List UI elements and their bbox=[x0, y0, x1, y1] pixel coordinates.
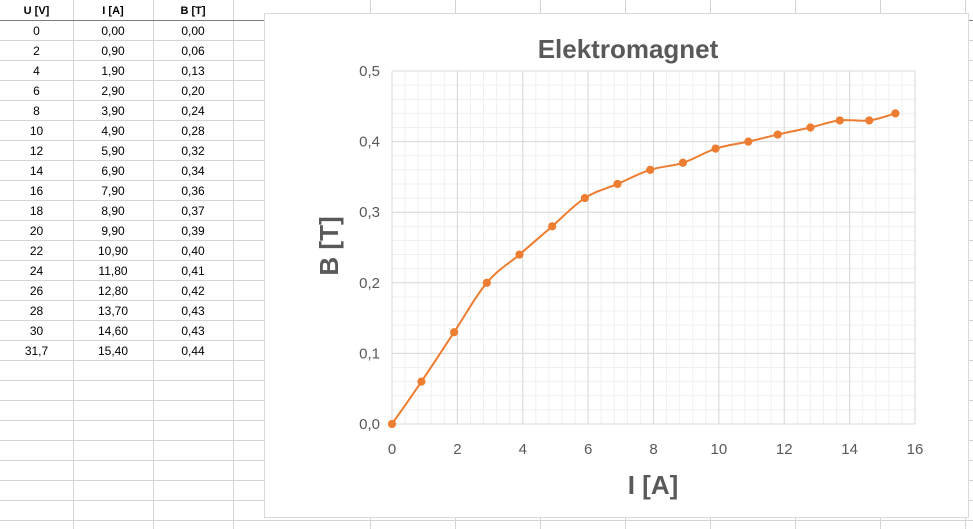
data-point bbox=[613, 179, 622, 189]
cell-b[interactable]: 0,39 bbox=[181, 224, 205, 238]
column-header-u[interactable]: U [V] bbox=[23, 5, 50, 17]
cell-b[interactable]: 0,43 bbox=[181, 324, 205, 338]
chart-title: Elektromagnet bbox=[538, 34, 719, 64]
data-point bbox=[711, 144, 720, 153]
data-point bbox=[482, 278, 491, 287]
cell-b[interactable]: 0,28 bbox=[181, 124, 205, 138]
data-point bbox=[580, 193, 589, 203]
cell-b[interactable]: 0,24 bbox=[181, 104, 205, 118]
cell-u[interactable]: 10 bbox=[29, 124, 44, 138]
cell-i[interactable]: 6,90 bbox=[101, 164, 125, 178]
cell-b[interactable]: 0,00 bbox=[181, 24, 205, 38]
y-tick-label: 0,3 bbox=[359, 204, 380, 221]
data-point bbox=[450, 328, 459, 337]
y-tick-label: 0,4 bbox=[359, 134, 380, 151]
cell-u[interactable]: 26 bbox=[29, 284, 44, 298]
cell-i[interactable]: 4,90 bbox=[101, 124, 125, 138]
data-point bbox=[678, 158, 688, 167]
y-tick-label: 0,2 bbox=[359, 275, 380, 292]
cell-i[interactable]: 3,90 bbox=[101, 104, 125, 118]
cell-u[interactable]: 2 bbox=[33, 44, 40, 58]
x-tick-label: 0 bbox=[388, 441, 396, 458]
cell-u[interactable]: 24 bbox=[29, 264, 44, 278]
cell-u[interactable]: 22 bbox=[29, 244, 44, 258]
x-tick-label: 14 bbox=[841, 441, 858, 458]
x-tick-label: 4 bbox=[519, 441, 527, 458]
cell-b[interactable]: 0,37 bbox=[181, 204, 205, 218]
cell-i[interactable]: 12,80 bbox=[97, 284, 129, 298]
cell-u[interactable]: 31,7 bbox=[24, 344, 49, 358]
x-tick-label: 2 bbox=[453, 441, 461, 458]
chart-area[interactable]: 0 2 4 6 8 10 12 14 16 0,0 0,1 0,2 0,3 0,4 0,5 Elektrom… bbox=[264, 13, 969, 518]
cell-i[interactable]: 0,90 bbox=[101, 44, 125, 58]
cell-u[interactable]: 16 bbox=[29, 184, 44, 198]
tick-labels: 0 2 4 6 8 10 12 14 16 0,0 0,1 0,2 0,3 0,4 0,5 bbox=[359, 63, 923, 458]
cell-i[interactable]: 15,40 bbox=[97, 344, 129, 358]
cell-u[interactable]: 30 bbox=[29, 324, 44, 338]
y-tick-label: 0,5 bbox=[359, 63, 380, 80]
column-header-i[interactable]: I [A] bbox=[102, 5, 124, 17]
cell-b[interactable]: 0,20 bbox=[181, 84, 205, 98]
cell-b[interactable]: 0,40 bbox=[181, 244, 205, 258]
cell-u[interactable]: 4 bbox=[33, 64, 40, 78]
data-point bbox=[646, 165, 655, 174]
major-gridlines bbox=[391, 70, 916, 425]
x-tick-label: 10 bbox=[711, 441, 728, 458]
data-point bbox=[387, 419, 397, 429]
cell-i[interactable]: 14,60 bbox=[97, 324, 129, 338]
cell-i[interactable]: 8,90 bbox=[101, 204, 125, 218]
cell-i[interactable]: 7,90 bbox=[101, 184, 125, 198]
data-point bbox=[548, 222, 557, 231]
data-point bbox=[891, 109, 900, 118]
cell-i[interactable]: 9,90 bbox=[101, 224, 125, 238]
series-layer bbox=[387, 109, 900, 429]
x-tick-label: 12 bbox=[776, 441, 793, 458]
cell-i[interactable]: 0,00 bbox=[101, 24, 125, 38]
data-point bbox=[773, 130, 782, 139]
x-tick-label: 6 bbox=[584, 441, 592, 458]
cell-i[interactable]: 10,90 bbox=[97, 244, 129, 258]
y-tick-label: 0,1 bbox=[359, 345, 380, 362]
y-axis-label: B [T] bbox=[314, 216, 344, 275]
x-tick-label: 8 bbox=[649, 441, 657, 458]
cell-b[interactable]: 0,32 bbox=[181, 144, 205, 158]
cell-i[interactable]: 1,90 bbox=[101, 64, 125, 78]
cell-b[interactable]: 0,44 bbox=[181, 344, 205, 358]
x-axis-label: I [A] bbox=[628, 470, 679, 500]
cell-u[interactable]: 12 bbox=[29, 144, 44, 158]
column-header-b[interactable]: B [T] bbox=[180, 5, 206, 17]
cell-u[interactable]: 0 bbox=[33, 24, 40, 38]
cell-i[interactable]: 2,90 bbox=[101, 84, 125, 98]
cell-u[interactable]: 18 bbox=[29, 204, 44, 218]
data-point bbox=[515, 250, 524, 259]
cell-i[interactable]: 13,70 bbox=[97, 304, 129, 318]
chart-svg: 0 2 4 6 8 10 12 14 16 0,0 0,1 0,2 0,3 0,4 0,5 Elektrom… bbox=[314, 34, 923, 500]
cell-b[interactable]: 0,41 bbox=[181, 264, 205, 278]
data-point bbox=[865, 116, 874, 125]
cell-b[interactable]: 0,42 bbox=[181, 284, 205, 298]
cell-b[interactable]: 0,13 bbox=[181, 64, 205, 78]
data-point bbox=[417, 377, 426, 386]
cell-u[interactable]: 20 bbox=[29, 224, 44, 238]
cell-b[interactable]: 0,34 bbox=[181, 164, 205, 178]
data-point bbox=[835, 116, 844, 125]
y-tick-label: 0,0 bbox=[359, 416, 380, 433]
cell-u[interactable]: 6 bbox=[33, 84, 40, 98]
cell-b[interactable]: 0,36 bbox=[181, 184, 205, 198]
cell-u[interactable]: 8 bbox=[33, 104, 40, 118]
x-tick-label: 16 bbox=[907, 441, 924, 458]
cell-i[interactable]: 5,90 bbox=[101, 144, 125, 158]
cell-b[interactable]: 0,43 bbox=[181, 304, 205, 318]
cell-u[interactable]: 14 bbox=[29, 164, 44, 178]
data-point bbox=[744, 137, 753, 146]
data-point bbox=[806, 123, 815, 132]
cell-u[interactable]: 28 bbox=[29, 304, 44, 318]
cell-b[interactable]: 0,06 bbox=[181, 44, 205, 58]
cell-i[interactable]: 11,80 bbox=[98, 264, 128, 278]
